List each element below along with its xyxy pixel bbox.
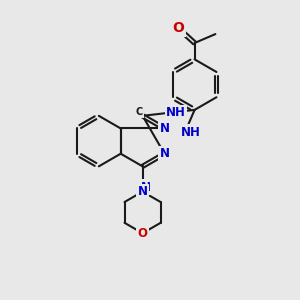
Text: O: O (172, 21, 184, 35)
Text: NH: NH (166, 106, 186, 119)
Text: NH: NH (181, 126, 201, 139)
Text: O: O (138, 227, 148, 240)
Text: N: N (141, 181, 151, 194)
Text: N: N (138, 185, 148, 198)
Text: N: N (159, 147, 170, 160)
Text: C: C (136, 107, 143, 117)
Text: N: N (159, 122, 170, 135)
